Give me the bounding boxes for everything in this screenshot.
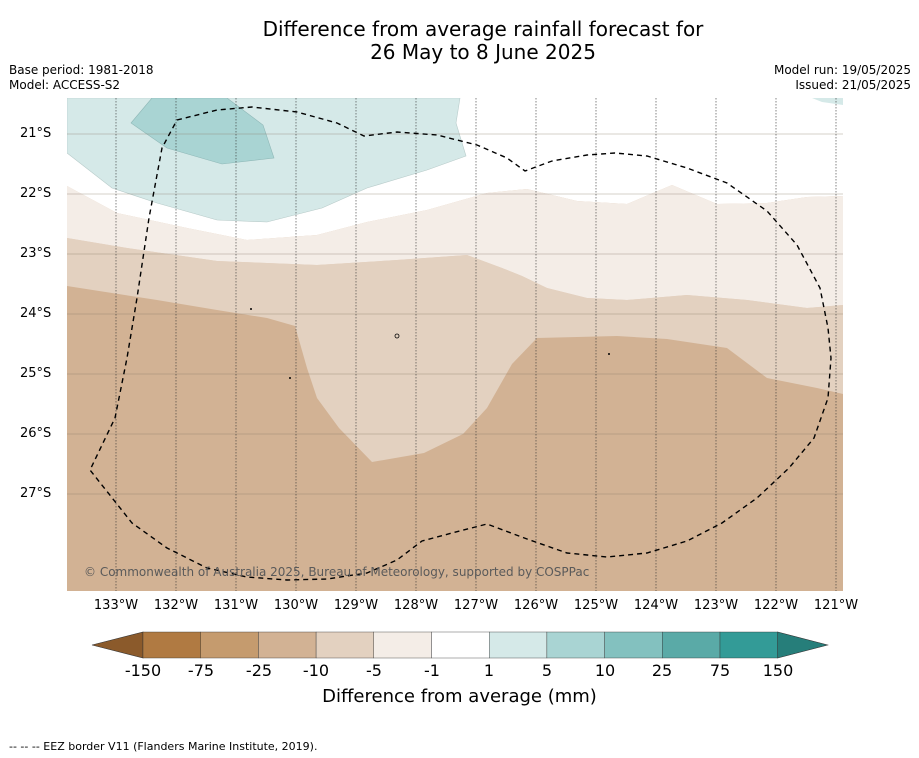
lon-label-130w: 130°W	[273, 598, 319, 613]
lat-label-24s: 24°S	[20, 306, 52, 321]
colorbar-segment	[200, 631, 259, 659]
colorbar-segment	[142, 631, 201, 659]
eez-border	[89, 106, 832, 581]
contour-band-neg1-pos1	[67, 98, 843, 240]
colorbar-segment	[258, 631, 317, 659]
lon-label-129w: 129°W	[333, 598, 379, 613]
colorbar-tick: -25	[245, 661, 273, 680]
colorbar-segment	[719, 631, 778, 659]
lon-label-126w: 126°W	[513, 598, 559, 613]
island-marker	[289, 377, 291, 379]
title-line-2: 26 May to 8 June 2025	[370, 40, 596, 64]
lat-label-27s: 27°S	[20, 486, 52, 501]
lat-gridlines	[67, 133, 843, 495]
island-marker	[250, 308, 252, 310]
lon-label-131w: 131°W	[213, 598, 259, 613]
lon-label-122w: 122°W	[753, 598, 799, 613]
colorbar-segment	[546, 631, 605, 659]
lon-label-127w: 127°W	[453, 598, 499, 613]
colorbar-segment	[373, 631, 432, 659]
lon-label-125w: 125°W	[573, 598, 619, 613]
lon-label-121w: 121°W	[813, 598, 859, 613]
colorbar-segment	[489, 631, 548, 659]
colorbar-tick: -5	[366, 661, 382, 680]
lon-label-123w: 123°W	[693, 598, 739, 613]
colorbar-segment	[431, 631, 490, 659]
contour-band-pos1-pos5-corner	[812, 98, 843, 105]
colorbar-tick: 5	[541, 661, 553, 680]
issued-date: Issued: 21/05/2025	[795, 78, 911, 92]
colorbar-segment	[604, 631, 663, 659]
lon-label-133w: 133°W	[93, 598, 139, 613]
model-name: Model: ACCESS-S2	[9, 78, 121, 92]
lat-label-22s: 22°S	[20, 186, 52, 201]
colorbar-extend-high	[777, 631, 829, 659]
lon-gridlines	[115, 98, 837, 591]
contour-band-neg10-neg5	[67, 238, 843, 462]
colorbar-tick: -150	[124, 661, 162, 680]
rainfall-map	[67, 98, 843, 591]
colorbar-tick: 150	[762, 661, 794, 680]
title-line-1: Difference from average rainfall forecas…	[262, 17, 704, 41]
colorbar-label: Difference from average (mm)	[322, 686, 597, 707]
base-period: Base period: 1981-2018	[9, 63, 154, 77]
colorbar-tick: -10	[302, 661, 330, 680]
colorbar-tick: -75	[187, 661, 215, 680]
colorbar-tick: 10	[594, 661, 616, 680]
colorbar-tick: 1	[483, 661, 495, 680]
colorbar-segment	[662, 631, 721, 659]
colorbar-tick: 25	[651, 661, 673, 680]
contour-band-pos5-pos10	[130, 98, 275, 165]
colorbar	[91, 631, 829, 659]
island-marker	[394, 333, 400, 339]
eez-legend-note: -- -- -- EEZ border V11 (Flanders Marine…	[9, 740, 318, 753]
copyright-notice: © Commonwealth of Australia 2025, Bureau…	[84, 565, 590, 579]
chart-title: Difference from average rainfall forecas…	[0, 18, 919, 64]
lat-label-25s: 25°S	[20, 366, 52, 381]
colorbar-segment	[315, 631, 375, 659]
lon-label-124w: 124°W	[633, 598, 679, 613]
colorbar-tick: 75	[709, 661, 731, 680]
right-metadata: Model run: 19/05/2025 Issued: 21/05/2025	[774, 63, 911, 93]
model-run: Model run: 19/05/2025	[773, 63, 911, 77]
lat-label-23s: 23°S	[20, 246, 52, 261]
colorbar-segments	[91, 631, 829, 659]
lat-label-21s: 21°S	[20, 126, 52, 141]
lat-label-26s: 26°S	[20, 426, 52, 441]
left-metadata: Base period: 1981-2018 Model: ACCESS-S2	[9, 63, 154, 93]
lon-label-128w: 128°W	[393, 598, 439, 613]
contour-band-neg5-neg1	[67, 185, 843, 308]
lon-label-132w: 132°W	[153, 598, 199, 613]
colorbar-extend-low	[91, 631, 144, 659]
island-marker	[608, 353, 610, 355]
colorbar-tick: -1	[424, 661, 440, 680]
